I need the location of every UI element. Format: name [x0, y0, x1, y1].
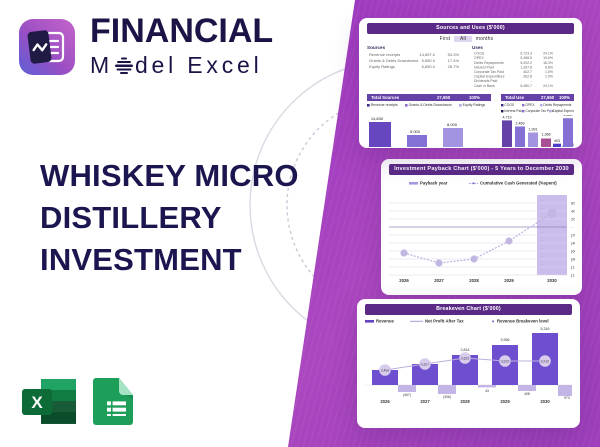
svg-text:Sources: Sources [367, 45, 386, 50]
svg-text:2029: 2029 [500, 399, 510, 404]
svg-text:2027: 2027 [434, 278, 444, 283]
svg-text:COGS: COGS [474, 52, 485, 56]
svg-text:2026: 2026 [399, 278, 409, 283]
svg-text:600: 600 [571, 201, 575, 206]
svg-text:403: 403 [554, 139, 560, 143]
svg-text:Interest Paid: Interest Paid [474, 65, 494, 69]
svg-text:Cash in Bank: Cash in Bank [474, 84, 495, 88]
svg-text:Corporate Tax Paid: Corporate Tax Paid [474, 70, 504, 74]
svg-text:400: 400 [571, 209, 575, 214]
svg-text:5,468.8: 5,468.8 [520, 56, 532, 60]
svg-text:Debts Repayments: Debts Repayments [543, 103, 571, 107]
svg-text:3,956: 3,956 [501, 338, 510, 342]
svg-text:402.7: 402.7 [523, 70, 532, 74]
svg-text:Grants & Debts Drawdowns: Grants & Debts Drawdowns [369, 58, 418, 63]
svg-text:43: 43 [485, 389, 489, 393]
svg-text:(200): (200) [571, 233, 575, 238]
svg-text:973: 973 [564, 396, 570, 400]
svg-text:Revenue receipts: Revenue receipts [371, 103, 398, 107]
svg-text:18.3%: 18.3% [543, 61, 553, 65]
svg-text:2,469: 2,469 [516, 122, 525, 126]
svg-text:26.7%: 26.7% [448, 64, 460, 69]
svg-text:Equity Ratings: Equity Ratings [463, 103, 486, 107]
svg-text:Cumulative Cash Generated (%sp: Cumulative Cash Generated (%spent) [480, 181, 557, 186]
svg-text:262.8: 262.8 [523, 75, 532, 79]
svg-text:2030: 2030 [540, 399, 550, 404]
svg-text:1,368: 1,368 [542, 133, 551, 137]
svg-text:2028: 2028 [460, 399, 470, 404]
svg-text:(467): (467) [403, 393, 411, 397]
svg-text:24.1%: 24.1% [543, 52, 553, 56]
svg-text:53.3%: 53.3% [448, 52, 460, 57]
svg-text:Revenue Breakeven level: Revenue Breakeven level [497, 319, 549, 324]
svg-text:19.6%: 19.6% [543, 56, 553, 60]
svg-text:2028: 2028 [469, 278, 479, 283]
svg-text:6,650.0: 6,650.0 [422, 64, 436, 69]
svg-text:2026: 2026 [380, 399, 390, 404]
svg-text:408: 408 [524, 392, 530, 396]
svg-text:Grants & Debts Drawdowns: Grants & Debts Drawdowns [409, 103, 452, 107]
svg-text:-: - [531, 79, 533, 83]
svg-text:(1,000): (1,000) [571, 265, 575, 270]
svg-text:2027: 2027 [420, 399, 430, 404]
svg-text:Revenue receipts: Revenue receipts [369, 52, 400, 57]
svg-text:4,719: 4,719 [503, 115, 512, 119]
svg-text:Uses: Uses [472, 45, 483, 50]
svg-text:X: X [31, 393, 43, 412]
svg-text:(306): (306) [443, 395, 451, 399]
svg-text:2,814: 2,814 [461, 348, 470, 352]
svg-text:Capital Expenditure: Capital Expenditure [552, 109, 574, 113]
svg-text:200: 200 [571, 217, 575, 222]
svg-text:8,000: 8,000 [447, 122, 458, 127]
svg-text:6,480.7: 6,480.7 [520, 84, 532, 88]
svg-text:6,480: 6,480 [564, 115, 573, 117]
svg-text:1.0%: 1.0% [545, 75, 553, 79]
svg-text:2030: 2030 [547, 278, 557, 283]
svg-text:14,830: 14,830 [371, 116, 384, 121]
svg-text:-: - [571, 225, 573, 230]
svg-text:17.4%: 17.4% [448, 58, 460, 63]
svg-text:6,723.3: 6,723.3 [520, 52, 532, 56]
svg-text:Debts Repayments: Debts Repayments [474, 61, 504, 65]
svg-text:(600): (600) [571, 249, 575, 254]
svg-text:5,000: 5,000 [410, 129, 421, 134]
svg-text:24.1%: 24.1% [543, 84, 553, 88]
svg-text:Equity Ratings: Equity Ratings [369, 64, 395, 69]
svg-text:6.8%: 6.8% [545, 65, 553, 69]
svg-text:Revenue: Revenue [376, 319, 395, 324]
svg-text:1,267.8: 1,267.8 [520, 65, 532, 69]
svg-text:Net Profit After Tax: Net Profit After Tax [425, 319, 464, 324]
svg-text:14,857.0: 14,857.0 [419, 52, 435, 57]
svg-text:OPEX: OPEX [525, 103, 535, 107]
svg-text:2029: 2029 [504, 278, 514, 283]
svg-text:1,991: 1,991 [529, 128, 538, 132]
svg-text:(400): (400) [571, 241, 575, 246]
svg-text:Payback year: Payback year [420, 181, 448, 186]
svg-text:1.5%: 1.5% [545, 70, 553, 74]
svg-text:(800): (800) [571, 257, 575, 262]
svg-text:5,316: 5,316 [541, 327, 550, 331]
svg-text:5,650.0: 5,650.0 [422, 58, 436, 63]
svg-text:Capital Expenditure: Capital Expenditure [474, 75, 505, 79]
svg-text:Dividends Paid: Dividends Paid [474, 79, 497, 83]
svg-text:Interest Paid: Interest Paid [504, 109, 523, 113]
svg-text:OPEX: OPEX [474, 56, 484, 60]
svg-text:(1,200): (1,200) [571, 273, 575, 278]
svg-text:5,092.2: 5,092.2 [520, 61, 532, 65]
svg-text:COGS: COGS [504, 103, 515, 107]
